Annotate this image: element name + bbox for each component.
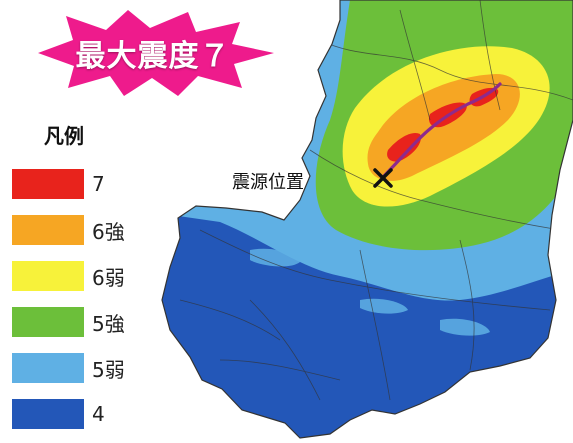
legend-swatch [12, 215, 84, 245]
legend-item: 6弱 [12, 258, 172, 294]
legend-label: 5強 [92, 311, 125, 336]
x-mark-icon [373, 168, 393, 188]
starburst-shape [38, 10, 274, 96]
region-outline [161, 0, 573, 439]
municipal-boundaries [179, 0, 573, 401]
fault-line [380, 82, 502, 180]
legend-swatch [12, 261, 84, 291]
zone-patch [360, 298, 408, 314]
legend-item: 7 [12, 166, 172, 202]
legend-label: 6弱 [92, 265, 125, 290]
legend-item: 6強 [12, 212, 172, 248]
legend-label: 4 [92, 402, 105, 426]
legend-swatch [12, 169, 84, 199]
legend-item: 5強 [12, 304, 172, 340]
zone-intensity-7-a [387, 132, 421, 162]
title-burst: 最大震度７ [28, 8, 278, 98]
legend-swatch [12, 399, 84, 429]
legend-swatch [12, 353, 84, 383]
legend-title: 凡例 [44, 124, 84, 148]
legend-label: 6強 [92, 219, 125, 244]
legend-label: 7 [92, 172, 105, 196]
epicenter-label: 震源位置 [232, 172, 304, 193]
legend-label: 5弱 [92, 357, 125, 382]
page-title: 最大震度７ [75, 39, 231, 74]
zone-patch [250, 248, 300, 267]
legend-item: 4 [12, 396, 172, 432]
zone-patch [440, 318, 490, 336]
legend-item: 5弱 [12, 350, 172, 386]
legend-swatch [12, 307, 84, 337]
